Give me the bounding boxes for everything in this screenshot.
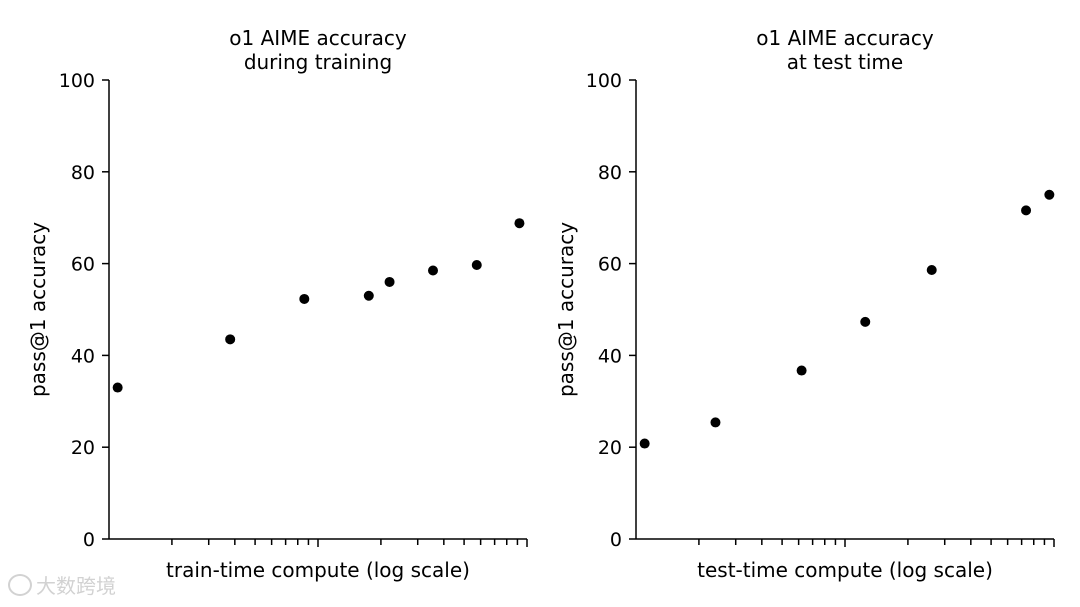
chart-title-line-1: o1 AIME accuracy xyxy=(756,26,934,50)
y-tick-label: 40 xyxy=(598,345,622,367)
y-tick-label: 60 xyxy=(71,254,95,276)
data-point xyxy=(384,276,395,287)
data-point xyxy=(710,417,721,428)
data-point xyxy=(1044,189,1055,200)
chart-title-line-2: during training xyxy=(244,50,392,74)
y-tick-label: 40 xyxy=(71,345,95,367)
y-tick-label: 80 xyxy=(71,162,95,184)
data-point xyxy=(926,265,937,276)
y-tick-label: 60 xyxy=(598,254,622,276)
watermark: 大数跨境 xyxy=(8,570,116,599)
data-point xyxy=(427,265,438,276)
y-tick-label: 20 xyxy=(71,437,95,459)
data-point xyxy=(112,382,123,393)
watermark-text: 大数跨境 xyxy=(36,574,116,598)
y-axis-title: pass@1 accuracy xyxy=(26,222,50,397)
y-tick-label: 80 xyxy=(598,162,622,184)
watermark-logo-icon xyxy=(8,574,32,596)
data-point xyxy=(299,293,310,304)
y-tick-label: 0 xyxy=(83,529,95,551)
data-point xyxy=(363,290,374,301)
data-point xyxy=(796,365,807,376)
chart-title-line-1: o1 AIME accuracy xyxy=(229,26,407,50)
data-point xyxy=(860,316,871,327)
y-tick-label: 100 xyxy=(59,70,95,92)
y-tick-label: 100 xyxy=(586,70,622,92)
chart-title-line-2: at test time xyxy=(787,50,903,74)
data-point xyxy=(1021,205,1032,216)
y-tick-label: 0 xyxy=(610,529,622,551)
data-point xyxy=(471,259,482,270)
x-axis-title: train-time compute (log scale) xyxy=(166,558,470,582)
data-point xyxy=(639,438,650,449)
y-tick-label: 20 xyxy=(598,437,622,459)
data-point xyxy=(514,218,525,229)
data-point xyxy=(225,334,236,345)
y-axis-title: pass@1 accuracy xyxy=(554,222,578,397)
x-axis-title: test-time compute (log scale) xyxy=(697,558,993,582)
